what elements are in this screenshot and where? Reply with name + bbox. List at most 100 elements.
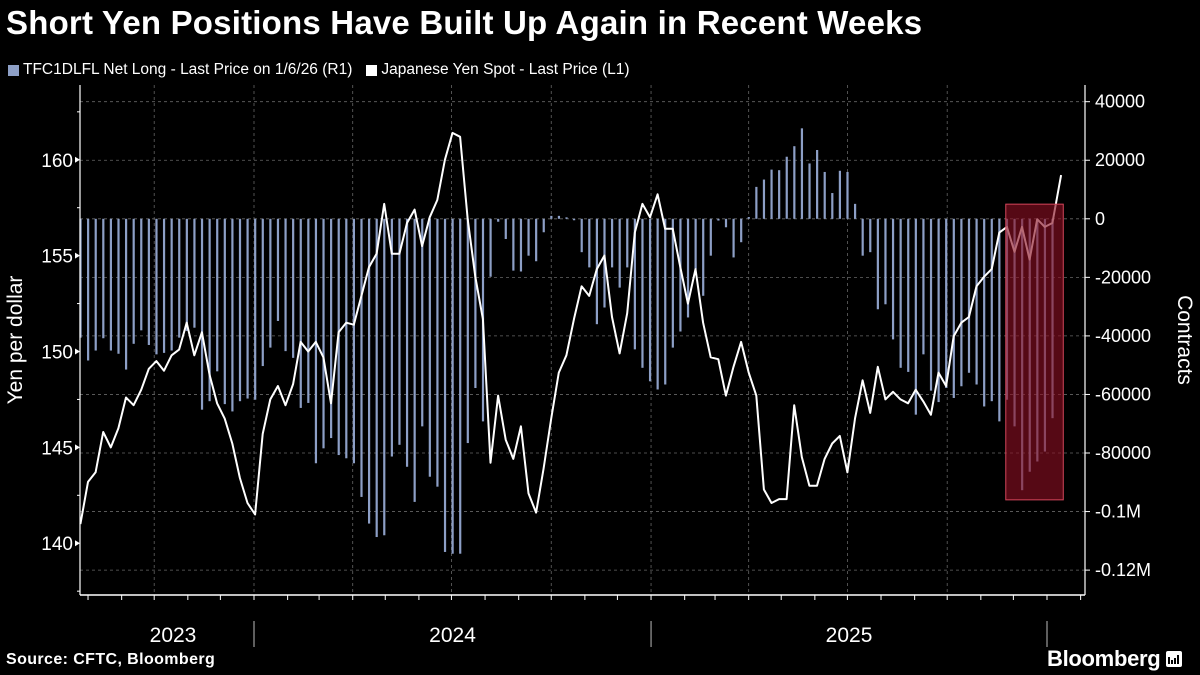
y-tick-label-right: -60000 — [1095, 384, 1151, 404]
y-tick-left — [75, 444, 80, 451]
y-tick-label-left: 155 — [41, 247, 73, 268]
bloomberg-logo: Bloomberg — [1047, 646, 1183, 672]
net-long-bar — [405, 218, 409, 467]
net-long-bar — [497, 218, 500, 222]
net-long-bar — [656, 218, 659, 390]
net-long-bar — [216, 218, 219, 372]
net-long-bar — [626, 218, 629, 268]
net-long-bar — [117, 218, 120, 354]
net-long-bar — [443, 218, 447, 552]
net-long-bar — [641, 218, 644, 368]
net-long-bar — [876, 218, 879, 310]
net-long-bar — [193, 218, 196, 328]
net-long-bar — [170, 218, 173, 351]
y-tick-label-right: 40000 — [1095, 92, 1145, 112]
net-long-bar — [178, 218, 181, 338]
net-long-bar — [375, 218, 378, 538]
net-long-bar — [550, 215, 553, 219]
net-long-bar — [686, 218, 690, 318]
net-long-bar — [846, 171, 849, 219]
net-long-bar — [451, 218, 454, 554]
net-long-bar — [823, 171, 826, 219]
net-long-bar — [299, 218, 302, 408]
y-axis-label-right: Contracts — [1173, 295, 1196, 385]
net-long-bar — [831, 193, 834, 219]
legend-label-net-long: TFC1DLFL Net Long - Last Price on 1/6/26… — [23, 61, 353, 78]
legend-label-yen-spot: Japanese Yen Spot - Last Price (L1) — [381, 61, 630, 78]
net-long-bar — [861, 218, 864, 256]
net-long-bar — [694, 218, 697, 270]
net-long-bar — [208, 218, 211, 402]
highlight-box — [1005, 203, 1064, 501]
y-tick-label-right: -20000 — [1095, 267, 1151, 287]
y-tick-label-left: 150 — [41, 343, 73, 364]
logo-text: Bloomberg — [1047, 646, 1161, 671]
net-long-bar — [147, 218, 150, 345]
net-long-bar — [808, 163, 811, 219]
net-long-bar — [717, 218, 720, 221]
net-long-bar — [891, 218, 895, 340]
net-long-bar — [679, 218, 682, 332]
y-tick-label-left: 145 — [41, 438, 73, 459]
net-long-bar — [853, 203, 857, 219]
net-long-bar — [770, 169, 773, 219]
y-tick-left — [75, 156, 80, 163]
net-long-bar — [800, 128, 804, 219]
net-long-bar — [436, 218, 439, 487]
net-long-bar — [292, 218, 295, 358]
net-long-bar — [223, 218, 226, 405]
logo-mark-bar — [1171, 660, 1174, 664]
net-long-bar — [398, 218, 401, 445]
net-long-bar — [367, 218, 371, 524]
net-long-bar — [238, 218, 242, 402]
net-long-bar — [413, 218, 416, 502]
y-tick-label-right: -80000 — [1095, 443, 1151, 463]
net-long-bar — [527, 218, 530, 256]
legend-swatch-bars — [8, 64, 19, 76]
net-long-bar — [588, 218, 591, 268]
net-long-bar — [838, 170, 842, 219]
net-long-bar — [307, 218, 310, 403]
net-long-bar — [945, 218, 948, 389]
y-tick-label-right: 20000 — [1095, 150, 1145, 170]
net-long-bar — [914, 218, 917, 415]
net-long-bar — [899, 218, 902, 368]
net-long-bar — [269, 218, 272, 348]
net-long-bar — [990, 218, 993, 402]
net-long-bar — [383, 218, 386, 536]
x-tick-label-year: 2023 — [150, 624, 197, 647]
net-long-bar — [618, 218, 621, 288]
net-long-bar — [140, 218, 143, 331]
y-tick-left — [75, 348, 80, 355]
net-long-bar — [87, 218, 90, 361]
net-long-bar — [254, 218, 257, 400]
y-axis-label-left: Yen per dollar — [4, 276, 27, 405]
net-long-bar — [732, 218, 735, 258]
y-tick-label-left: 140 — [41, 534, 73, 555]
net-long-bar — [504, 218, 507, 239]
logo-mark-bar — [1177, 655, 1180, 664]
net-long-bar — [975, 218, 978, 385]
net-long-bar — [421, 218, 424, 427]
net-long-bar — [124, 218, 128, 370]
net-long-bar — [557, 215, 561, 219]
net-long-bar — [519, 218, 523, 272]
net-long-bar — [284, 218, 287, 352]
net-long-bar — [762, 179, 766, 219]
net-long-bar — [937, 218, 940, 403]
net-long-bar — [246, 218, 249, 399]
y-tick-label-left: 160 — [41, 151, 73, 172]
net-long-bar — [884, 218, 887, 305]
net-long-bar — [200, 218, 204, 410]
net-long-bar — [952, 218, 955, 398]
bar-series — [79, 128, 1054, 554]
net-long-bar — [869, 218, 872, 253]
net-long-bar — [785, 156, 788, 219]
net-long-bar — [185, 218, 188, 331]
net-long-bar — [512, 218, 515, 271]
net-long-bar — [755, 186, 758, 219]
net-long-bar — [474, 218, 477, 389]
net-long-bar — [610, 218, 614, 268]
net-long-bar — [967, 218, 971, 373]
net-long-bar — [793, 146, 796, 219]
